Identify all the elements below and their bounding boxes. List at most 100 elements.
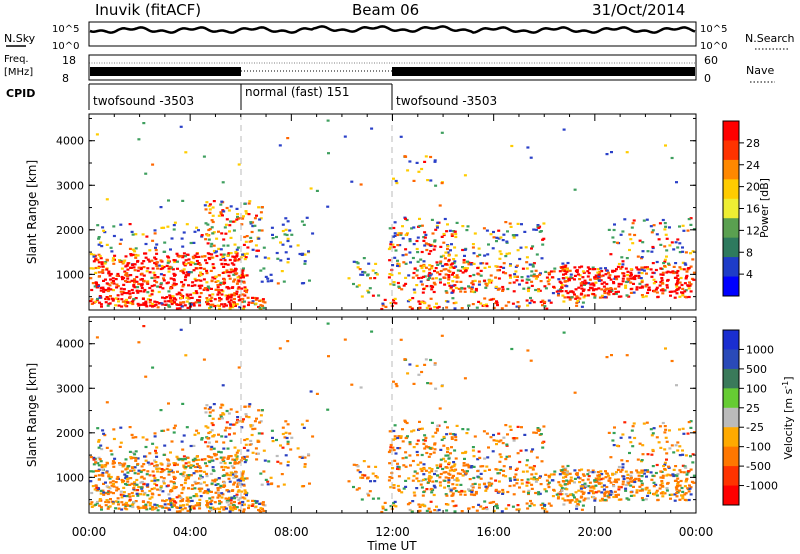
velocity-cell — [245, 494, 248, 497]
power-cell — [518, 283, 521, 286]
power-cell — [420, 283, 424, 286]
power-cell — [650, 250, 654, 253]
velocity-cell — [150, 496, 154, 499]
velocity-cell — [133, 472, 137, 475]
power-cell — [187, 258, 191, 261]
power-cell — [232, 229, 236, 232]
x-tick-label: 12:00 — [375, 525, 410, 539]
velocity-cell — [446, 450, 449, 454]
power-cell — [684, 289, 688, 292]
power-cell — [133, 269, 137, 272]
power-cell — [667, 262, 670, 265]
power-cell — [276, 257, 280, 260]
velocity-cell — [222, 456, 226, 459]
velocity-cell — [257, 452, 260, 455]
station-title: Inuvik (fitACF) — [95, 1, 201, 19]
velocity-cell — [105, 499, 109, 502]
power-cell — [663, 222, 667, 225]
power-cell — [98, 301, 102, 304]
power-cell — [263, 301, 267, 304]
power-cell — [356, 262, 360, 265]
velocity-cell — [205, 484, 209, 487]
power-cell — [428, 268, 432, 271]
velocity-cell — [227, 477, 231, 480]
power-cell — [206, 285, 210, 288]
power-cell — [408, 160, 412, 163]
velocity-cell — [455, 483, 459, 486]
power-cell — [514, 265, 518, 268]
power-cell — [463, 174, 467, 177]
power-cell — [644, 285, 648, 288]
power-cell — [359, 183, 363, 186]
power-cell — [242, 307, 246, 310]
velocity-cell — [423, 363, 427, 366]
velocity-cell — [170, 440, 174, 443]
power-cell — [394, 249, 398, 252]
velocity-cell — [228, 461, 232, 465]
velocity-cell — [575, 507, 579, 510]
power-cell — [418, 217, 421, 220]
power-cell — [443, 283, 447, 286]
power-cell — [642, 269, 646, 272]
power-cell — [455, 276, 459, 279]
power-cell — [505, 240, 509, 243]
power-cell — [166, 261, 170, 264]
power-cell — [633, 277, 637, 281]
velocity-cell — [532, 478, 536, 481]
power-cell — [509, 276, 512, 279]
velocity-cell — [530, 487, 534, 490]
power-cell — [197, 299, 201, 302]
power-cell — [187, 297, 191, 300]
power-cell — [673, 296, 677, 299]
velocity-cell — [98, 504, 102, 507]
power-cell — [416, 260, 420, 263]
power-cell — [242, 252, 246, 256]
velocity-cell — [651, 432, 655, 435]
power-cell — [520, 276, 524, 279]
velocity-cell — [391, 467, 395, 470]
velocity-cell — [233, 500, 236, 504]
power-cell — [564, 264, 568, 267]
power-cell — [303, 260, 307, 263]
velocity-cell — [397, 435, 401, 438]
velocity-cell — [356, 469, 360, 472]
velocity-cell — [172, 485, 176, 488]
power-cell — [145, 281, 149, 284]
power-cell — [431, 277, 435, 280]
power-cell — [406, 169, 410, 172]
velocity-cell — [282, 483, 286, 486]
velocity-cell — [133, 466, 137, 469]
power-cell — [461, 248, 465, 252]
nsky-tick-bottom: 10^0 — [52, 41, 79, 52]
power-cell — [255, 214, 258, 217]
power-cell — [664, 233, 668, 236]
velocity-cell — [479, 472, 483, 475]
power-cell — [681, 261, 685, 264]
power-cell — [592, 284, 596, 287]
power-cell — [501, 239, 505, 242]
velocity-cell — [118, 445, 122, 448]
power-cell — [167, 290, 171, 293]
velocity-cell — [537, 493, 541, 496]
velocity-cell — [452, 461, 456, 464]
power-cell — [91, 282, 95, 285]
velocity-cell — [120, 470, 124, 473]
power-cell — [691, 258, 695, 261]
velocity-cell — [169, 490, 172, 493]
nsearch-tick-top: 10^5 — [700, 24, 727, 35]
power-cell — [120, 267, 124, 270]
power-cell — [544, 287, 548, 290]
power-cell — [440, 131, 444, 134]
power-cell — [155, 281, 159, 284]
velocity-cell — [433, 362, 437, 365]
power-cell — [391, 243, 395, 246]
power-cell — [645, 272, 648, 275]
velocity-cell — [172, 431, 176, 434]
velocity-cell — [100, 448, 104, 451]
power-cell — [675, 181, 678, 184]
velocity-cell — [141, 436, 145, 439]
velocity-cell — [167, 503, 171, 506]
velocity-cell — [259, 414, 263, 417]
